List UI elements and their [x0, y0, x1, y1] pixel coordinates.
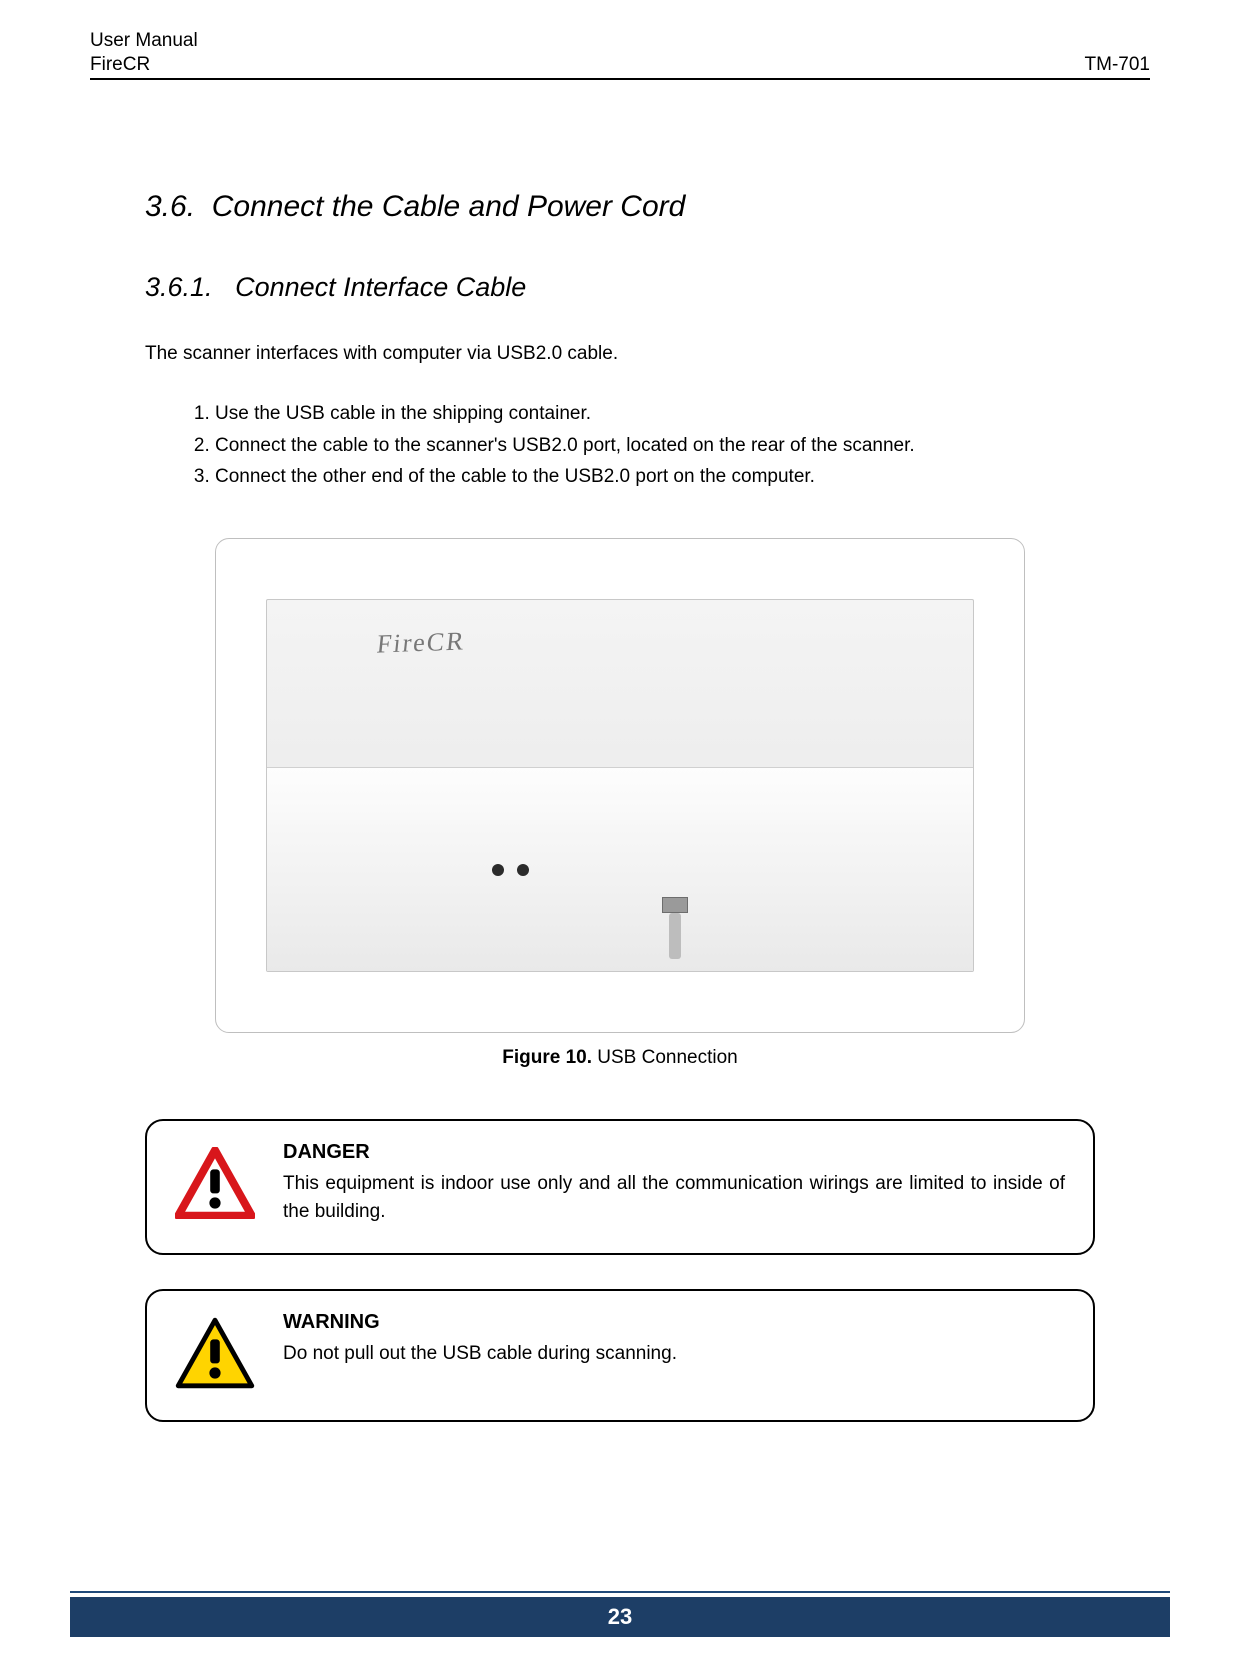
- intro-text: The scanner interfaces with computer via…: [145, 343, 1095, 365]
- footer-bar: 23: [70, 1597, 1170, 1637]
- warning-heading: WARNING: [283, 1311, 677, 1334]
- header-divider: [90, 78, 1150, 80]
- header-doc-type: User Manual: [90, 30, 1150, 52]
- ordered-steps: Use the USB cable in the shipping contai…: [145, 401, 1095, 490]
- header-product: FireCR: [90, 54, 150, 76]
- indicator-dot-icon: [492, 864, 504, 876]
- indicator-dot-icon: [517, 864, 529, 876]
- figure-label: Figure 10.: [502, 1047, 592, 1068]
- device-front-panel: [267, 767, 973, 971]
- subsection-number: 3.6.1.: [145, 272, 213, 302]
- warning-callout: WARNING Do not pull out the USB cable du…: [145, 1289, 1095, 1422]
- device-illustration: FireCR: [266, 599, 974, 972]
- list-item: Use the USB cable in the shipping contai…: [215, 401, 1095, 427]
- danger-icon: [175, 1147, 255, 1224]
- device-logo-text: FireCR: [375, 626, 467, 659]
- section-text: Connect the Cable and Power Cord: [212, 190, 686, 223]
- header-doc-code: TM-701: [1085, 54, 1150, 76]
- warning-body: Do not pull out the USB cable during sca…: [283, 1340, 677, 1369]
- section-title: 3.6. Connect the Cable and Power Cord: [145, 190, 1095, 224]
- usb-cable-icon: [669, 913, 681, 959]
- figure-caption-text: USB Connection: [597, 1047, 737, 1068]
- page-number: 23: [608, 1604, 632, 1630]
- content: 3.6. Connect the Cable and Power Cord 3.…: [90, 190, 1150, 1422]
- danger-body: This equipment is indoor use only and al…: [283, 1170, 1065, 1227]
- usb-port-icon: [662, 897, 688, 913]
- subsection-text: Connect Interface Cable: [235, 272, 526, 302]
- figure: FireCR Figure 10. USB Connection: [145, 538, 1095, 1069]
- section-number: 3.6.: [145, 190, 195, 223]
- header-row: FireCR TM-701: [90, 54, 1150, 76]
- subsection-title: 3.6.1. Connect Interface Cable: [145, 272, 1095, 303]
- figure-image: FireCR: [215, 538, 1025, 1033]
- danger-callout: DANGER This equipment is indoor use only…: [145, 1119, 1095, 1255]
- figure-caption: Figure 10. USB Connection: [502, 1047, 738, 1069]
- danger-heading: DANGER: [283, 1141, 1065, 1164]
- warning-text: WARNING Do not pull out the USB cable du…: [283, 1311, 677, 1369]
- list-item: Connect the other end of the cable to th…: [215, 464, 1095, 490]
- danger-text: DANGER This equipment is indoor use only…: [283, 1141, 1065, 1227]
- footer-divider: [70, 1591, 1170, 1593]
- warning-icon: [175, 1317, 255, 1394]
- page: User Manual FireCR TM-701 3.6. Connect t…: [0, 0, 1240, 1661]
- list-item: Connect the cable to the scanner's USB2.…: [215, 433, 1095, 459]
